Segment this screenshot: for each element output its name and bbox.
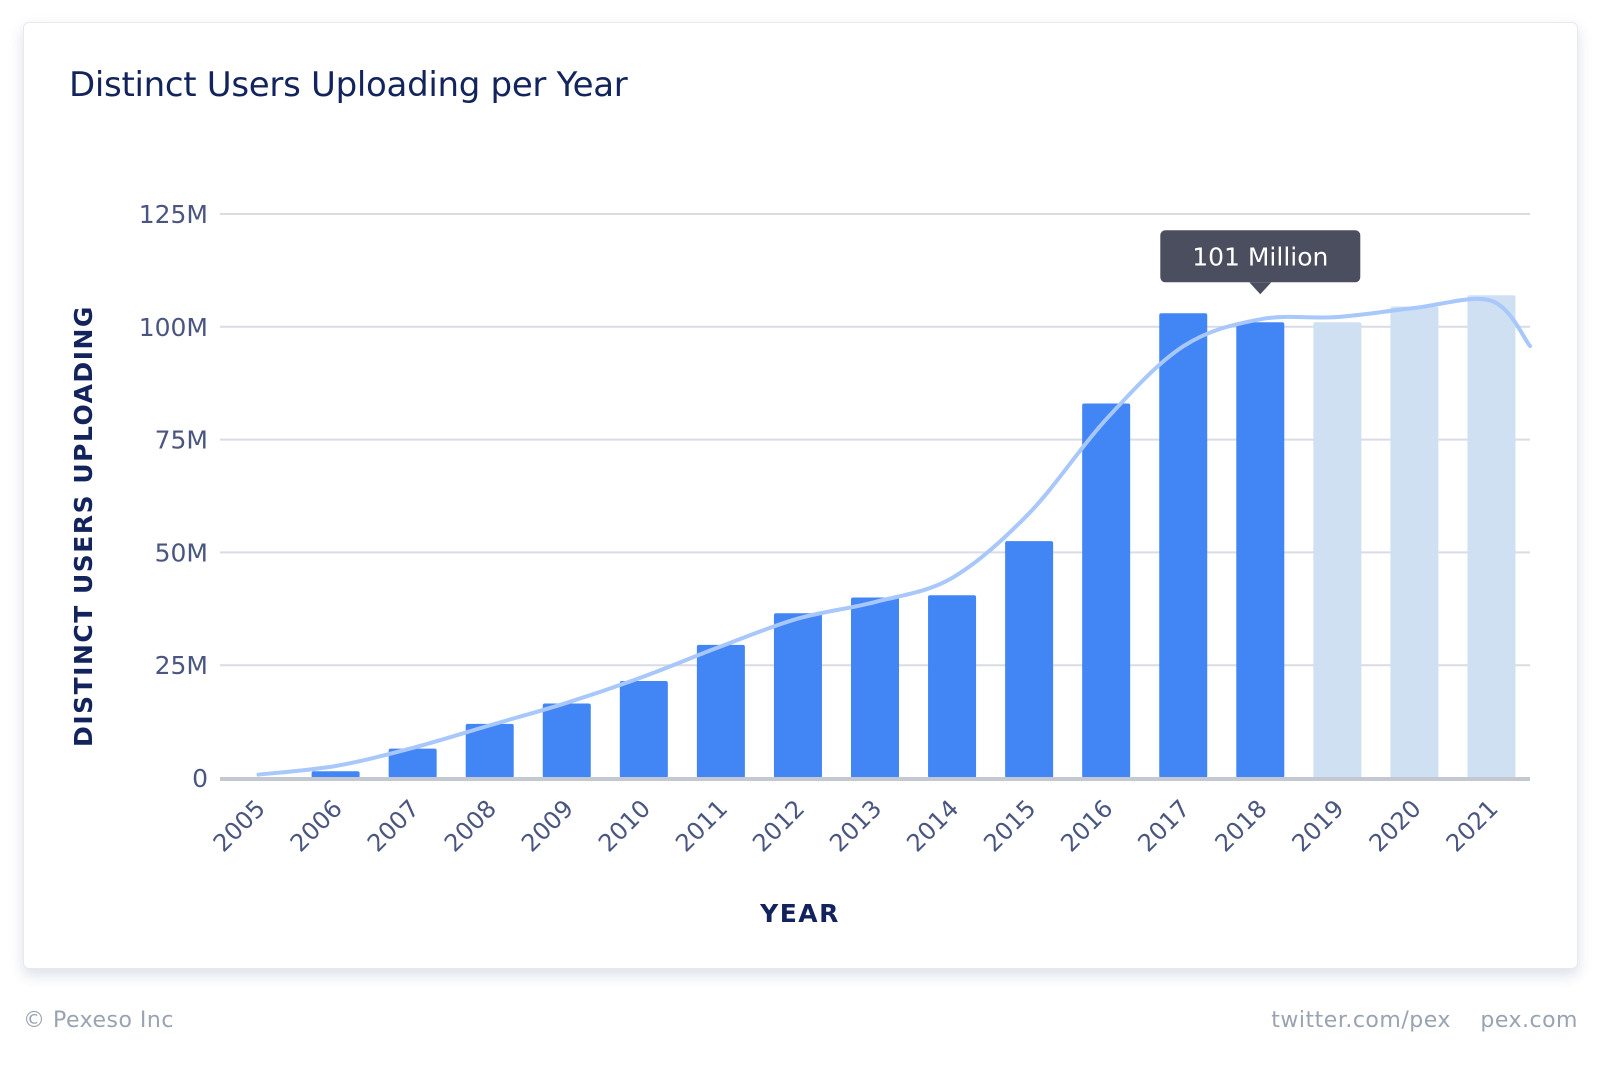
x-tick-label: 2011 <box>670 794 733 857</box>
bar <box>696 644 745 778</box>
bar <box>1005 541 1054 778</box>
trend-line <box>256 296 1532 777</box>
x-tick-label: 2021 <box>1441 794 1504 857</box>
x-tick-label: 2012 <box>747 794 810 857</box>
bar <box>851 597 899 778</box>
bar-projected <box>1467 295 1516 778</box>
x-tick-label: 2006 <box>285 794 348 857</box>
website-link[interactable]: pex.com <box>1480 1008 1578 1033</box>
bar <box>388 748 437 778</box>
x-tick-label: 2020 <box>1364 794 1427 857</box>
tooltip-box <box>1160 230 1361 283</box>
y-tick-label: 125M <box>139 200 208 229</box>
gridlines <box>220 213 1530 667</box>
twitter-link[interactable]: twitter.com/pex <box>1271 1008 1451 1033</box>
chart-title: Distinct Users Uploading per Year <box>69 65 628 105</box>
x-tick-label: 2018 <box>1210 794 1273 857</box>
bar <box>1159 313 1208 778</box>
x-tick-label: 2008 <box>439 794 502 857</box>
tooltip-pointer <box>1249 282 1272 295</box>
bar <box>773 613 822 778</box>
bar <box>619 680 668 778</box>
footer-links: twitter.com/pex pex.com <box>1271 1008 1578 1033</box>
x-tick-label: 2019 <box>1287 794 1350 857</box>
y-tick-label: 0 <box>192 764 208 793</box>
bar-projected <box>1313 322 1362 778</box>
copyright-text: © Pexeso Inc <box>23 1008 174 1033</box>
y-tick-label: 100M <box>139 313 208 342</box>
x-tick-label: 2009 <box>516 794 579 857</box>
x-tick-label: 2013 <box>824 794 887 857</box>
tooltip-group: 101 Million <box>1160 230 1361 295</box>
x-tick-label: 2017 <box>1132 794 1195 857</box>
x-tick-label: 2005 <box>208 794 271 857</box>
bar-projected <box>1390 306 1439 778</box>
x-tick-label: 2007 <box>362 794 425 857</box>
bar <box>1082 403 1131 778</box>
bar <box>465 723 514 778</box>
bar <box>1236 322 1285 778</box>
x-tick-label: 2015 <box>978 794 1041 857</box>
y-tick-label: 75M <box>155 426 208 455</box>
y-tick-label: 25M <box>155 651 208 680</box>
x-tick-label: 2014 <box>901 794 964 857</box>
bars <box>311 295 1516 778</box>
bar <box>542 703 591 778</box>
x-tick-label: 2010 <box>593 794 656 857</box>
y-tick-label: 50M <box>155 538 208 567</box>
tooltip-text: 101 Million <box>1192 242 1328 271</box>
x-axis-label: YEAR <box>759 899 840 928</box>
y-axis-label: DISTINCT USERS UPLOADING <box>69 305 98 747</box>
bar <box>311 771 360 778</box>
x-tick-label: 2016 <box>1055 794 1118 857</box>
bar <box>928 595 977 778</box>
trend-line-group <box>256 296 1532 777</box>
